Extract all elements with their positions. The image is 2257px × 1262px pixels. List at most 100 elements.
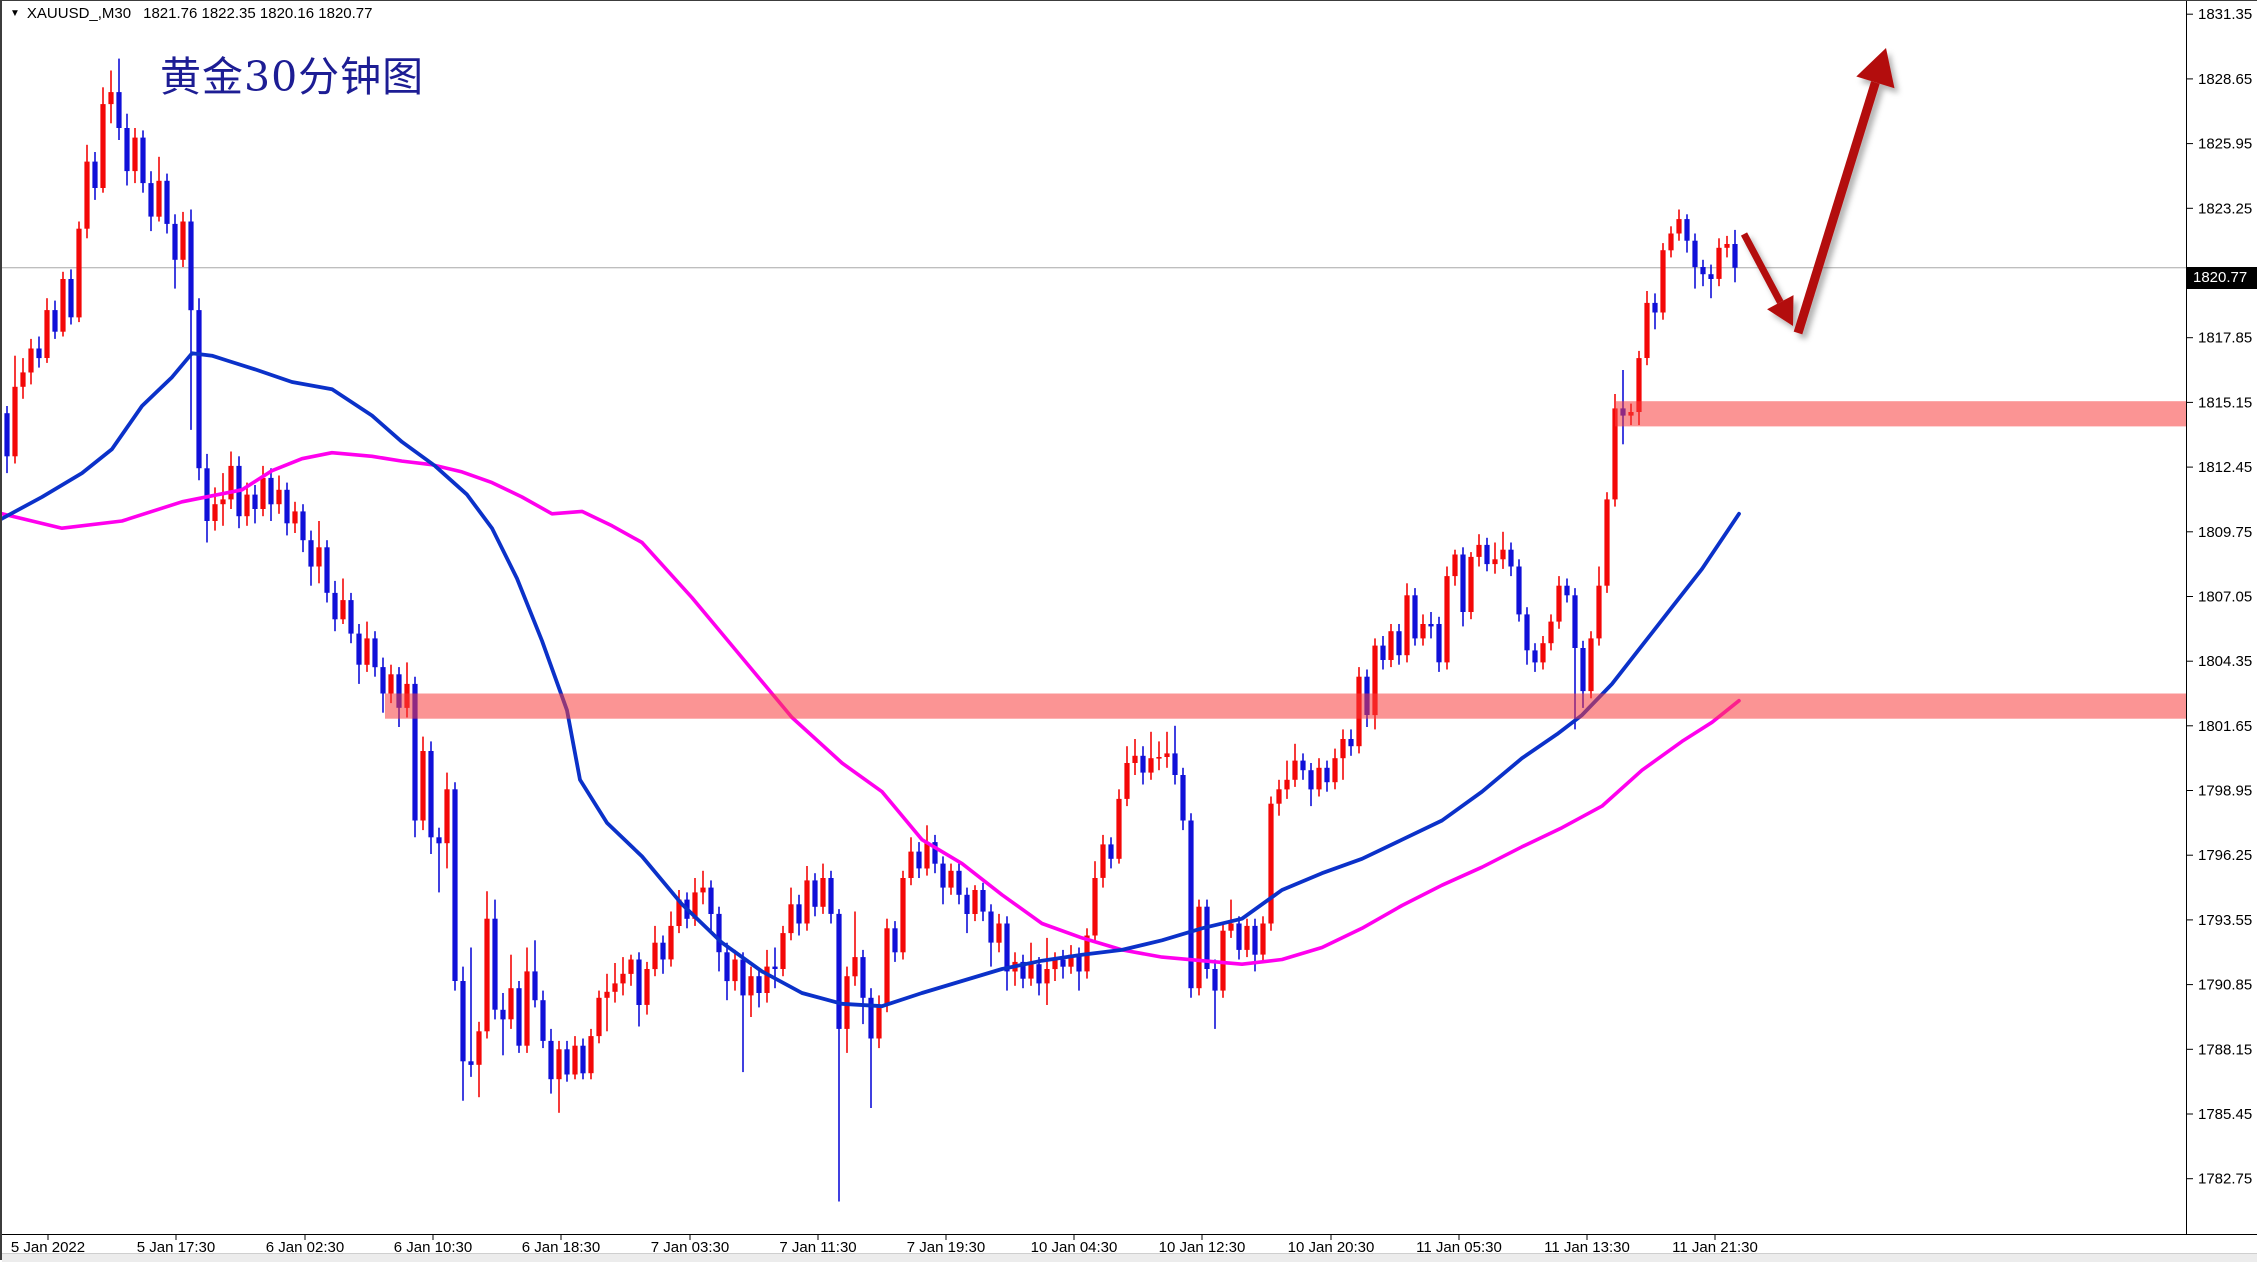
candle [1428,612,1434,639]
candle [1660,243,1666,320]
candle [68,269,74,325]
candle [1236,916,1242,960]
candle [284,482,290,536]
candle [948,863,954,895]
candle [1004,916,1010,991]
candle [1452,549,1458,586]
candle [916,842,922,878]
candle [852,911,858,986]
candle [1484,537,1490,572]
candle [980,882,986,922]
candle [588,1028,594,1080]
candle [260,465,266,517]
candle [308,530,314,586]
candle [1444,566,1450,670]
chart-title-annotation: 黄金30分钟图 [160,53,425,101]
candle [868,988,874,1108]
candle [484,891,490,1039]
candle [1492,542,1498,574]
candle [1148,731,1154,780]
candle [660,935,666,974]
candle [1396,624,1402,665]
candle [836,909,842,1202]
candle [924,825,930,876]
ma-slow-line [2,450,1741,967]
candle [804,866,810,931]
candle [140,130,146,193]
candle [620,957,626,996]
candle [884,918,890,1013]
candle [1468,552,1474,620]
y-axis-label: 1823.25 [2198,200,2252,217]
candle [1156,741,1162,771]
ma-fast-line [2,351,1741,1009]
candle [436,827,442,893]
y-axis-label: 1815.15 [2198,394,2252,411]
candle [348,592,354,644]
y-axis-label: 1825.95 [2198,136,2252,153]
candle [452,782,458,991]
candle [1420,614,1426,646]
x-axis-label: 6 Jan 18:30 [522,1239,600,1256]
candle [756,969,762,1008]
x-axis-label: 7 Jan 11:30 [779,1239,856,1256]
candle [892,921,898,962]
candle [548,1028,554,1094]
candle [1068,945,1074,974]
candle [188,209,194,430]
candle [516,981,522,1053]
x-axis-label: 6 Jan 02:30 [266,1239,344,1256]
x-axis-label: 6 Jan 10:30 [394,1239,472,1256]
candle [1668,226,1674,258]
candle [964,887,970,934]
candle [940,856,946,905]
x-axis-label: 10 Jan 12:30 [1159,1239,1246,1256]
candle [532,940,538,1008]
candle [60,271,66,337]
candle [380,657,386,713]
x-axis-label: 11 Jan 13:30 [1544,1239,1630,1256]
candle [1348,729,1354,756]
symbol-dropdown-icon[interactable]: ▼ [10,8,20,19]
candle [1500,531,1506,569]
candle [460,966,466,1101]
candle [1516,559,1522,622]
candle [1268,796,1274,931]
pullback-down-arrow[interactable] [1740,232,1794,326]
x-axis-label: 11 Jan 05:30 [1416,1239,1502,1256]
candle [1204,899,1210,979]
candle [604,973,610,1032]
candle [628,954,634,986]
symbol-name: XAUUSD_,M30 [26,5,132,22]
candle [372,631,378,677]
candle [1708,264,1714,299]
projection-up-arrow[interactable] [1793,48,1895,335]
candle [324,540,330,603]
candle [1020,954,1026,989]
resistance-zone[interactable] [1615,401,2186,427]
candle [812,873,818,917]
candle [156,156,162,222]
candle [164,173,170,234]
candle [108,70,114,124]
support-zone[interactable] [385,693,2186,719]
candle [116,58,122,140]
candle [1324,760,1330,792]
candle [332,580,338,632]
candle [1180,767,1186,831]
current-price-label: 1820.77 [2187,267,2257,289]
y-axis-label: 1831.35 [2198,6,2252,23]
y-axis-label: 1801.65 [2198,718,2252,735]
candle [1036,957,1042,996]
candles [4,58,1738,1202]
candle [1476,534,1482,567]
candle [932,834,938,874]
candle [1716,238,1722,287]
candle [1684,214,1690,253]
candle [12,355,18,464]
candle [1412,588,1418,646]
candle [228,451,234,509]
candle [1532,643,1538,672]
